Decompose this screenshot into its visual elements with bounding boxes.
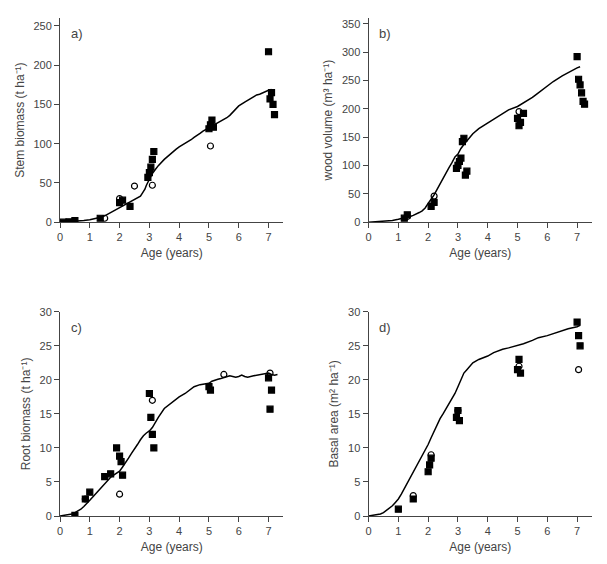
svg-text:2: 2 [425, 231, 431, 243]
svg-text:20: 20 [40, 374, 52, 386]
svg-text:0: 0 [46, 510, 52, 522]
svg-text:4: 4 [485, 231, 491, 243]
svg-text:15: 15 [348, 408, 360, 420]
svg-text:c): c) [71, 320, 82, 335]
svg-text:1: 1 [395, 525, 401, 537]
svg-text:25: 25 [40, 340, 52, 352]
svg-text:7: 7 [574, 231, 580, 243]
svg-text:0: 0 [354, 510, 360, 522]
svg-text:1: 1 [87, 231, 93, 243]
svg-text:6: 6 [544, 231, 550, 243]
svg-text:7: 7 [265, 231, 271, 243]
svg-text:100: 100 [342, 159, 360, 171]
svg-text:Age (years): Age (years) [141, 246, 203, 260]
svg-text:1: 1 [395, 231, 401, 243]
svg-text:30: 30 [40, 306, 52, 318]
svg-text:150: 150 [33, 98, 51, 110]
svg-text:Age (years): Age (years) [449, 540, 511, 554]
svg-text:Age (years): Age (years) [449, 246, 511, 260]
svg-text:200: 200 [33, 59, 51, 71]
svg-text:4: 4 [176, 525, 182, 537]
svg-text:25: 25 [348, 340, 360, 352]
svg-text:3: 3 [455, 525, 461, 537]
svg-text:3: 3 [146, 231, 152, 243]
svg-text:3: 3 [455, 231, 461, 243]
svg-text:250: 250 [342, 74, 360, 86]
svg-text:d): d) [379, 320, 391, 335]
svg-text:Age (years): Age (years) [141, 540, 203, 554]
svg-text:5: 5 [206, 231, 212, 243]
svg-text:0: 0 [365, 231, 371, 243]
svg-text:0: 0 [57, 525, 63, 537]
svg-text:2: 2 [425, 525, 431, 537]
svg-text:50: 50 [348, 188, 360, 200]
svg-text:0: 0 [365, 525, 371, 537]
svg-text:0: 0 [57, 231, 63, 243]
svg-text:6: 6 [544, 525, 550, 537]
svg-text:0: 0 [354, 216, 360, 228]
svg-text:7: 7 [265, 525, 271, 537]
svg-text:150: 150 [342, 131, 360, 143]
svg-text:wood volume (m³ ha⁻¹): wood volume (m³ ha⁻¹) [321, 60, 335, 182]
svg-text:0: 0 [46, 216, 52, 228]
svg-text:200: 200 [342, 103, 360, 115]
svg-text:7: 7 [574, 525, 580, 537]
svg-text:4: 4 [485, 525, 491, 537]
svg-text:300: 300 [342, 46, 360, 58]
svg-text:30: 30 [348, 306, 360, 318]
svg-text:b): b) [379, 26, 391, 41]
svg-text:a): a) [71, 26, 83, 41]
svg-text:Stem biomass (t ha⁻¹): Stem biomass (t ha⁻¹) [13, 62, 27, 177]
svg-text:250: 250 [33, 20, 51, 32]
svg-text:10: 10 [348, 442, 360, 454]
svg-text:5: 5 [46, 476, 52, 488]
svg-text:2: 2 [117, 231, 123, 243]
svg-text:50: 50 [40, 177, 52, 189]
svg-text:1: 1 [87, 525, 93, 537]
svg-text:Basal area (m² ha⁻¹): Basal area (m² ha⁻¹) [327, 360, 341, 467]
svg-text:5: 5 [206, 525, 212, 537]
svg-text:2: 2 [117, 525, 123, 537]
svg-text:350: 350 [342, 18, 360, 30]
svg-text:5: 5 [514, 525, 520, 537]
svg-text:5: 5 [514, 231, 520, 243]
svg-text:10: 10 [40, 442, 52, 454]
svg-text:6: 6 [236, 525, 242, 537]
svg-text:100: 100 [33, 138, 51, 150]
svg-text:20: 20 [348, 374, 360, 386]
svg-text:Root biomass (t ha⁻¹): Root biomass (t ha⁻¹) [19, 358, 33, 471]
svg-text:3: 3 [146, 525, 152, 537]
svg-text:4: 4 [176, 231, 182, 243]
svg-text:15: 15 [40, 408, 52, 420]
svg-text:5: 5 [354, 476, 360, 488]
svg-text:6: 6 [236, 231, 242, 243]
